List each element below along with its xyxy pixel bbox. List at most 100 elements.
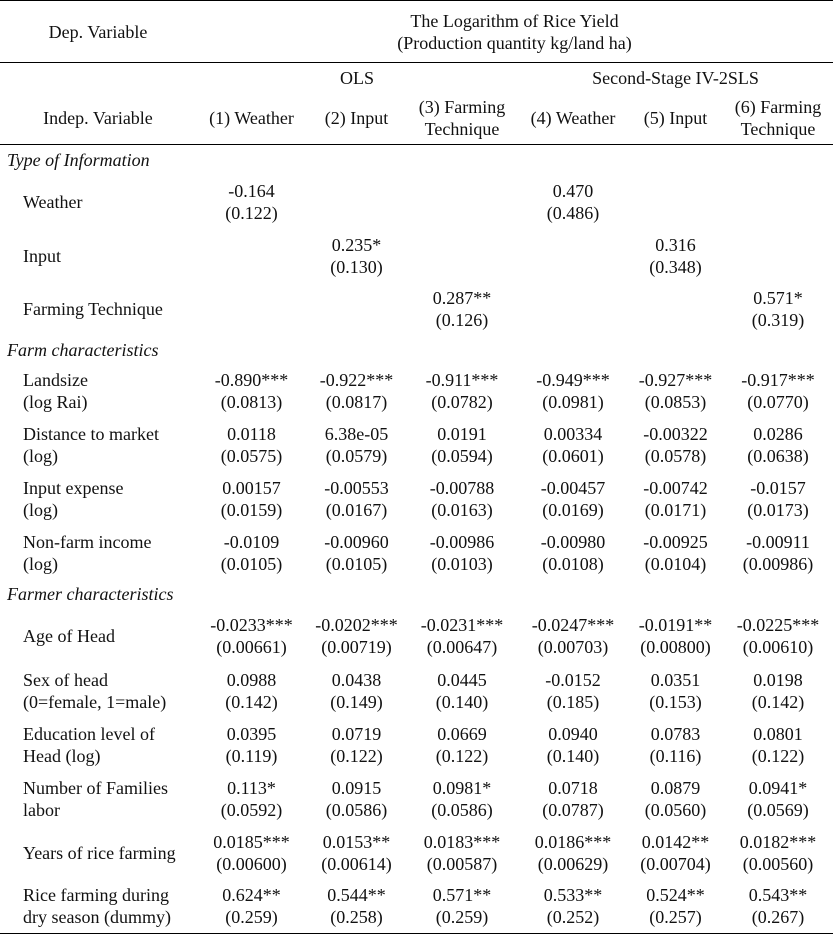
estimate-cell: -0.00925 (0.0104)	[628, 526, 723, 580]
variable-label-line2: labor	[23, 799, 60, 820]
standard-error: (0.00986)	[742, 553, 814, 574]
estimate-cell	[518, 283, 628, 336]
dep-variable-line2: (Production quantity kg/land ha)	[397, 32, 632, 53]
standard-error: (0.00647)	[426, 636, 498, 657]
estimate-cell: -0.0231*** (0.00647)	[406, 608, 518, 664]
variable-label: Sex of head (0=female, 1=male)	[0, 664, 196, 718]
standard-error: (0.00800)	[640, 636, 711, 657]
coefficient: -0.0231***	[420, 614, 504, 635]
coefficient: 0.0981*	[432, 777, 492, 798]
coefficient: -0.911***	[425, 369, 499, 390]
column-header: (2) Input	[324, 108, 389, 129]
estimate-cell: 0.0182*** (0.00560)	[723, 826, 833, 880]
estimate-cell: 0.0183*** (0.00587)	[406, 826, 518, 880]
standard-error: (0.258)	[330, 907, 383, 928]
standard-error: (0.267)	[751, 907, 805, 928]
coefficient: -0.0225***	[736, 614, 820, 635]
standard-error: (0.142)	[751, 691, 805, 712]
estimate-cell: 0.0191 (0.0594)	[406, 418, 518, 472]
standard-error: (0.0586)	[431, 799, 493, 820]
estimate-cell: 0.470 (0.486)	[518, 175, 628, 230]
standard-error: (0.142)	[225, 691, 278, 712]
coefficient: 0.0988	[226, 669, 277, 690]
estimate-cell	[307, 175, 406, 230]
coefficient: -0.927***	[638, 369, 713, 390]
coefficient: 0.533**	[543, 885, 603, 906]
standard-error: (0.126)	[435, 310, 489, 330]
variable-label: Age of Head	[0, 608, 196, 664]
variable-label: Number of Families labor	[0, 772, 196, 826]
coefficient: -0.0191**	[638, 614, 713, 635]
estimate-cell	[628, 283, 723, 336]
variable-label-line1: Input	[23, 246, 61, 266]
standard-error: (0.259)	[435, 907, 489, 928]
coefficient: 0.0718	[548, 777, 598, 798]
variable-label: Non-farm income (log)	[0, 526, 196, 580]
variable-label: Input expense (log)	[0, 472, 196, 526]
coefficient: -0.917***	[741, 369, 815, 390]
variable-label-line2: (log)	[23, 553, 58, 574]
coefficient: 0.316	[655, 235, 696, 255]
coefficient: 0.543**	[748, 885, 808, 906]
variable-label-line2: Head (log)	[23, 745, 101, 766]
coefficient: 6.38e-05	[324, 423, 389, 444]
table-body: Type of Information Weather -0.164 (0.122) 0…	[0, 145, 833, 934]
standard-error: (0.0594)	[431, 445, 493, 466]
standard-error: (0.259)	[225, 907, 278, 928]
estimate-cell: -0.911*** (0.0782)	[406, 364, 518, 418]
standard-error: (0.00560)	[742, 853, 814, 874]
estimate-cell: 0.0783 (0.116)	[628, 718, 723, 772]
coefficient: -0.00322	[643, 423, 708, 444]
coefficient: -0.890***	[214, 369, 289, 390]
standard-error: (0.252)	[546, 907, 600, 928]
section-title: Farm characteristics	[7, 339, 159, 360]
column-header: (4) Weather	[530, 108, 616, 129]
table-row: Distance to market (log) 0.0118 (0.0575) 6.3…	[0, 418, 833, 472]
coefficient: 0.235*	[331, 235, 382, 255]
variable-label: Farming Technique	[0, 283, 196, 336]
dep-variable-label: Dep. Variable	[0, 0, 196, 63]
standard-error: (0.348)	[649, 257, 702, 277]
estimate-cell: 0.0941* (0.0569)	[723, 772, 833, 826]
estimate-cell: -0.922*** (0.0817)	[307, 364, 406, 418]
table-row: Age of Head -0.0233*** (0.00661) -0.0202***…	[0, 608, 833, 664]
standard-error: (0.0813)	[220, 391, 283, 412]
estimate-cell: -0.917*** (0.0770)	[723, 364, 833, 418]
estimate-cell: 0.0915 (0.0586)	[307, 772, 406, 826]
estimate-cell: 0.0438 (0.149)	[307, 664, 406, 718]
coefficient: -0.00788	[429, 477, 495, 498]
estimate-cell: 0.0801 (0.122)	[723, 718, 833, 772]
estimate-cell: 0.571** (0.259)	[406, 880, 518, 934]
coefficient: 0.287**	[432, 288, 492, 308]
standard-error: (0.122)	[225, 203, 278, 223]
column-header: (1) Weather	[209, 108, 294, 129]
coefficient: -0.0109	[223, 531, 280, 552]
standard-error: (0.00703)	[537, 636, 609, 657]
estimate-cell: 0.316 (0.348)	[628, 230, 723, 283]
estimate-cell: -0.0225*** (0.00610)	[723, 608, 833, 664]
standard-error: (0.0601)	[542, 445, 604, 466]
table-row: Non-farm income (log) -0.0109 (0.0105) -0.00…	[0, 526, 833, 580]
variable-label-line2: (0=female, 1=male)	[23, 691, 167, 712]
standard-error: (0.149)	[330, 691, 383, 712]
estimate-cell: 0.113* (0.0592)	[196, 772, 307, 826]
standard-error: (0.0108)	[542, 553, 604, 574]
coefficient: 0.0198	[753, 669, 803, 690]
standard-error: (0.0104)	[644, 553, 707, 574]
standard-error: (0.0981)	[542, 391, 604, 412]
estimate-cell: 0.0153** (0.00614)	[307, 826, 406, 880]
standard-error: (0.0578)	[644, 445, 707, 466]
coefficient: 0.0915	[331, 777, 382, 798]
estimate-cell	[723, 230, 833, 283]
estimate-cell: 0.235* (0.130)	[307, 230, 406, 283]
standard-error: (0.0787)	[542, 799, 604, 820]
estimate-cell: 0.0669 (0.122)	[406, 718, 518, 772]
table-row: Years of rice farming 0.0185*** (0.00600) 0…	[0, 826, 833, 880]
table-row: Rice farming during dry season (dummy) 0.6…	[0, 880, 833, 934]
standard-error: (0.0592)	[220, 799, 283, 820]
standard-error: (0.0569)	[747, 799, 809, 820]
coefficient: 0.470	[552, 181, 594, 201]
standard-error: (0.122)	[435, 745, 489, 766]
estimate-cell: 0.287** (0.126)	[406, 283, 518, 336]
